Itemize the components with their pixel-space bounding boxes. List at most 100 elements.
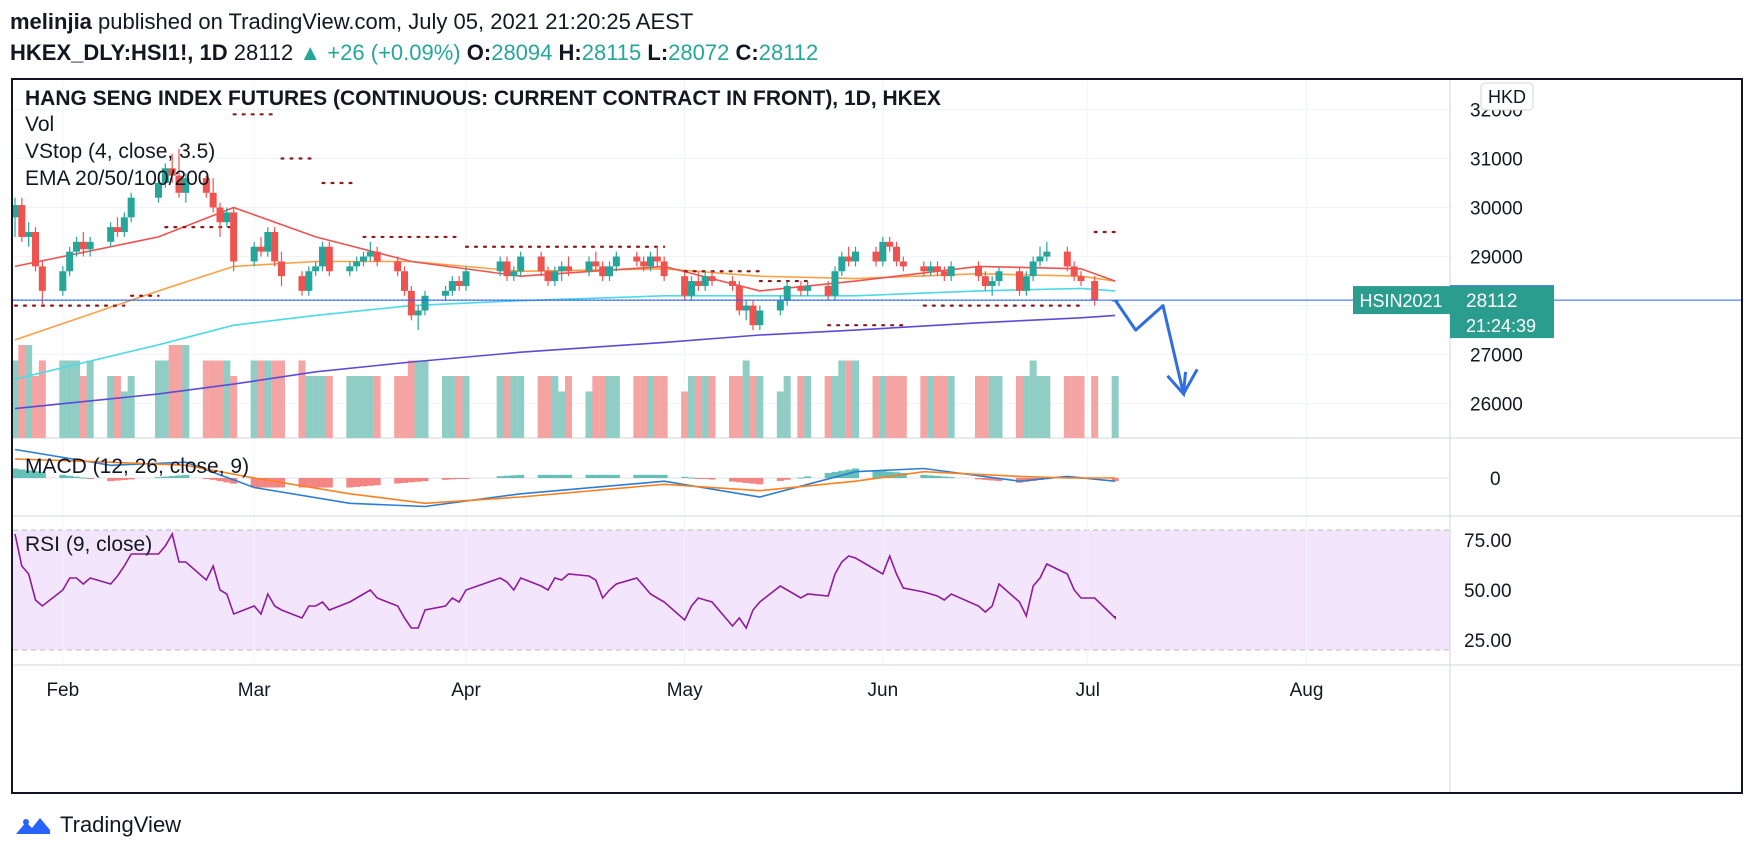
volume-bar: [86, 360, 94, 438]
macd-histogram-bar: [872, 470, 880, 478]
candle-body: [319, 246, 326, 267]
macd-histogram-bar: [879, 471, 887, 478]
macd-histogram-bar: [708, 478, 716, 480]
candle-body: [947, 266, 955, 277]
candle-body: [442, 290, 449, 296]
macd-histogram-bar: [558, 474, 566, 478]
candle-body: [647, 256, 654, 267]
footer-brand[interactable]: TradingView: [14, 812, 181, 838]
volume-bar: [647, 376, 654, 438]
macd-histogram-bar: [940, 476, 948, 478]
macd-histogram-bar: [66, 475, 74, 478]
candle-body: [640, 261, 648, 267]
volume-bar: [107, 376, 115, 438]
macd-histogram-bar: [18, 469, 26, 478]
macd-histogram-bar: [161, 476, 169, 478]
candle-body: [223, 212, 231, 223]
macd-histogram-bar: [230, 478, 238, 484]
macd-histogram-bar: [86, 478, 94, 479]
symbol-name[interactable]: HKEX_DLY:HSI1!, 1D: [10, 40, 228, 65]
candle-body: [114, 227, 121, 233]
projection-arrowhead: [1166, 371, 1187, 398]
volume-bar: [182, 345, 190, 438]
macd-histogram-bar: [886, 471, 894, 478]
macd-histogram-bar: [729, 478, 736, 482]
volume-bar: [13, 360, 19, 438]
candle-body: [325, 246, 333, 272]
chart-frame[interactable]: FebMarAprMayJunJulAug2600027000280002900…: [11, 78, 1743, 794]
macd-histogram-bar: [257, 478, 265, 488]
volume-bar: [25, 345, 33, 438]
candle-body: [373, 251, 381, 262]
macd-histogram-bar: [442, 478, 449, 480]
volume-bar: [681, 391, 689, 438]
rsi-line: [14, 531, 1116, 630]
volume-bar: [271, 360, 279, 438]
chart-title: HANG SENG INDEX FUTURES (CONTINUOUS: CUR…: [25, 87, 941, 110]
macd-histogram-bar: [312, 478, 320, 488]
macd-line: [14, 448, 1116, 508]
legend-macd[interactable]: MACD (12, 26, close, 9): [25, 455, 250, 478]
macd-histogram-bar: [804, 476, 812, 478]
volume-bar: [120, 391, 128, 438]
price-axis-tags[interactable]: HKD28130HSIN20212811221:24:39: [1353, 82, 1554, 339]
volume-bar: [1070, 376, 1078, 438]
candle-body: [688, 281, 695, 296]
publisher-name[interactable]: melinjia: [10, 9, 92, 34]
low-value: 28072: [668, 40, 730, 65]
candle-body: [544, 271, 552, 282]
legend-vstop[interactable]: VStop (4, close, 3.5): [25, 140, 216, 163]
volume-bar: [893, 376, 900, 438]
chart-header: melinjia published on TradingView.com, J…: [10, 6, 818, 68]
macd-histogram-bar: [175, 475, 183, 478]
legend-ema[interactable]: EMA 20/50/100/200: [25, 167, 210, 190]
candle-body: [988, 281, 996, 286]
macd-histogram-bar: [271, 478, 279, 488]
legend-rsi[interactable]: RSI (9, close): [25, 533, 153, 556]
macd-histogram-bar: [353, 478, 361, 487]
candle-body: [893, 246, 900, 262]
volume-bar: [756, 376, 764, 438]
macd-histogram-bar: [73, 476, 80, 478]
macd-histogram-bar: [742, 478, 750, 483]
macd-histogram-bar: [168, 475, 176, 478]
macd-histogram-bar: [947, 477, 955, 479]
candle-body: [708, 276, 716, 282]
macd-histogram-bar: [551, 474, 559, 478]
macd-signal-line: [14, 458, 1116, 505]
macd-histogram-bar: [981, 478, 989, 480]
volume-bar: [879, 376, 887, 438]
volume-bar: [558, 391, 566, 438]
macd-histogram-bar: [783, 478, 791, 480]
volume-bar: [1091, 376, 1099, 438]
candle-body: [783, 285, 791, 301]
volume-bar: [394, 376, 402, 438]
volume-bar: [353, 376, 361, 438]
price-tick-label: 29000: [1470, 248, 1523, 269]
close-value: 28112: [758, 40, 819, 65]
candle-body: [455, 281, 463, 286]
macd-histogram-bar: [852, 468, 859, 478]
volume-bar: [1077, 376, 1085, 438]
legend-vol[interactable]: Vol: [25, 113, 55, 136]
macd-histogram-bar: [421, 478, 429, 482]
candle-body: [175, 175, 183, 193]
volume-bar: [1043, 376, 1051, 438]
macd-histogram-bar: [838, 470, 846, 478]
tradingview-logo-icon: [16, 818, 50, 834]
macd-histogram-bar: [366, 478, 374, 486]
volume-bar: [749, 376, 757, 438]
high-label: H:: [558, 40, 582, 65]
candle-body: [155, 182, 162, 198]
volume-bar: [455, 376, 463, 438]
macd-histogram-bar: [701, 478, 709, 479]
volume-bar: [995, 376, 1003, 438]
volume-bar: [202, 360, 210, 438]
macd-histogram-bar: [592, 474, 600, 478]
symbol-tag-label: HSIN2021: [1359, 291, 1442, 311]
volume-bar: [1016, 376, 1023, 438]
chart-canvas[interactable]: FebMarAprMayJunJulAug2600027000280002900…: [13, 80, 1741, 792]
candle-body: [462, 271, 470, 286]
candle-body: [1077, 276, 1085, 282]
volume-bar: [653, 376, 661, 438]
